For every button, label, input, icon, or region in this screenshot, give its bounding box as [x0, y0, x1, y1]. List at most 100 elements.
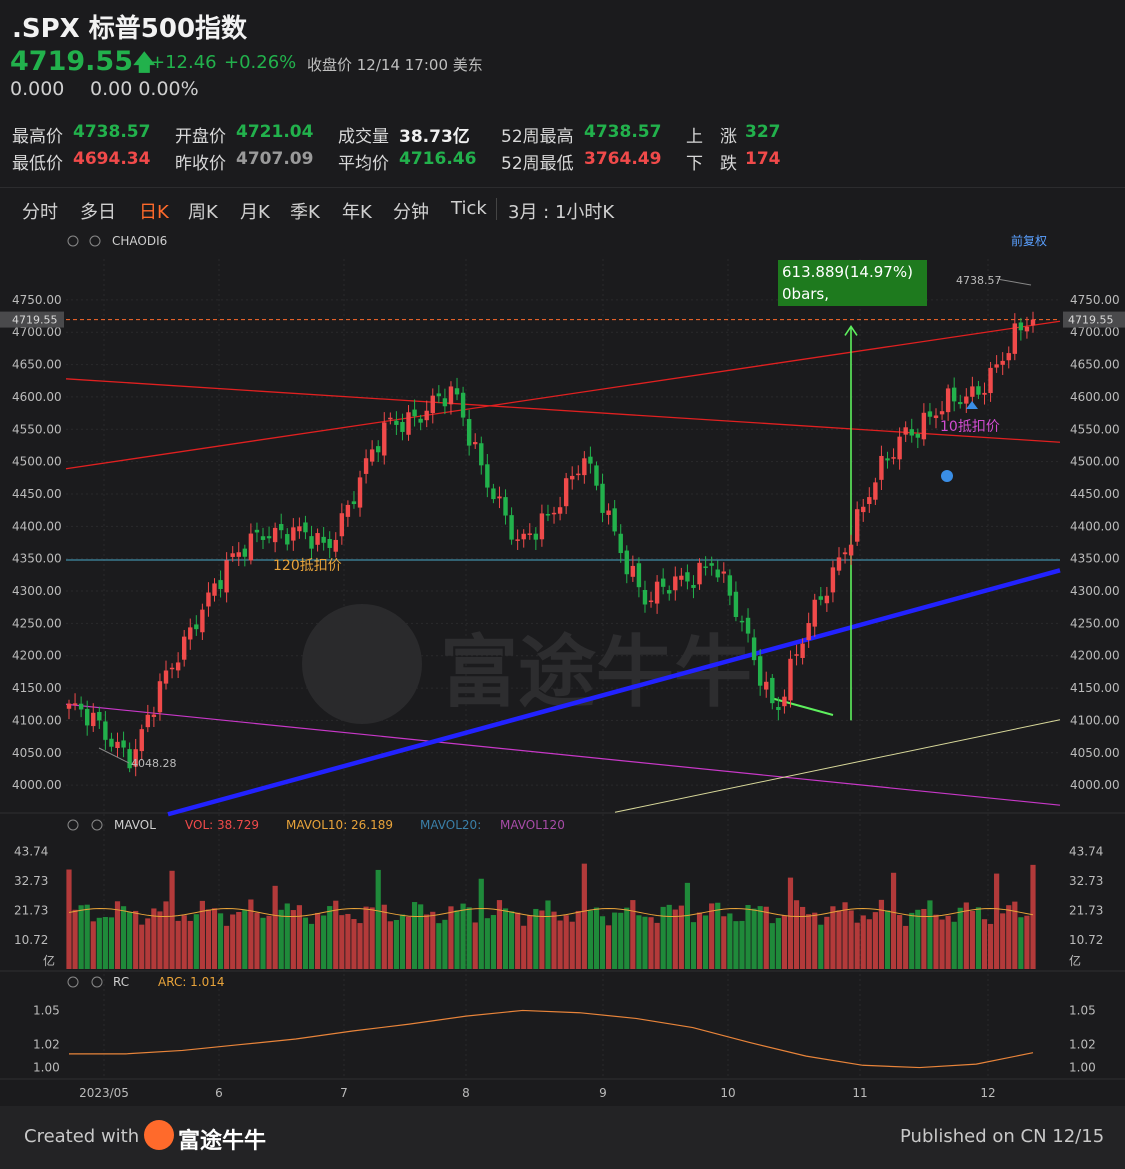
low-pointer: [98, 747, 130, 764]
candle: [127, 749, 132, 769]
volume-bar: [302, 917, 309, 969]
y-tick-label: 4450.00: [12, 487, 62, 501]
volume-bar: [381, 904, 387, 969]
volume-bar: [715, 902, 721, 969]
y-tick-label: 4100.00: [1070, 713, 1120, 727]
volume-bar: [981, 919, 988, 969]
volume-bar: [375, 869, 381, 969]
volume-bar: [854, 922, 860, 969]
volume-bar: [72, 909, 78, 969]
tab-2[interactable]: 日K: [139, 202, 169, 223]
volume-bar: [193, 914, 199, 969]
candle: [685, 572, 690, 582]
price-change: +12.46: [150, 52, 217, 73]
candle: [709, 563, 714, 566]
volume-bar: [296, 905, 302, 969]
rc-legend-name: RC: [113, 975, 129, 989]
stat-label: 最低价: [12, 154, 63, 174]
x-tick-label: 12: [980, 1086, 995, 1100]
ma10-label: 10抵扣价: [940, 419, 1000, 435]
chevron-up-icon: [941, 470, 953, 482]
measure-box: [778, 260, 927, 306]
volume-bar: [314, 912, 321, 969]
candle: [782, 696, 787, 707]
volume-bar: [78, 905, 84, 969]
volume-bar: [436, 923, 442, 969]
candle: [133, 749, 138, 767]
stat-value: 4716.46: [399, 149, 477, 169]
volume-bar: [442, 919, 448, 969]
indicator-name: CHAODI6: [112, 234, 167, 248]
candle: [970, 386, 975, 397]
volume-bar: [351, 919, 357, 969]
vol-legend-ma120: MAVOL120: [500, 818, 565, 832]
volume-bar: [769, 923, 775, 969]
y-tick-label: 4600.00: [12, 390, 62, 404]
volume-bar: [575, 910, 581, 969]
candle: [309, 536, 314, 549]
y-tick-label: 4100.00: [12, 713, 62, 727]
volume-bar: [830, 906, 836, 969]
y-tick-label: 4700.00: [12, 325, 62, 339]
volume-bar: [678, 905, 684, 969]
x-tick-label: 2023/05: [79, 1086, 129, 1100]
volume-bar: [987, 923, 994, 969]
candle: [903, 427, 908, 435]
stat-value: 38.73亿: [399, 127, 470, 147]
volume-bar: [327, 906, 333, 969]
volume-bar: [321, 915, 327, 969]
volume-bar: [933, 914, 939, 969]
stat-value: 4694.34: [73, 149, 151, 169]
main-chart[interactable]: 富途牛牛 613.889(14.97%) 0bars, 2023/05 6 7 8 9 10…: [0, 229, 1125, 1106]
candle: [818, 596, 823, 600]
candle: [115, 741, 120, 749]
candle: [885, 458, 890, 461]
volume-bar: [957, 907, 963, 969]
volume-bar: [163, 901, 169, 969]
candle: [515, 539, 520, 541]
y-tick-label: 4600.00: [1070, 390, 1120, 404]
gear-icon[interactable]: [67, 819, 79, 831]
candle: [697, 562, 702, 585]
y-tick-label: 4700.00: [1070, 325, 1120, 339]
tab-9[interactable]: 3月 : 1小时K: [508, 202, 615, 223]
tab-4[interactable]: 月K: [240, 202, 270, 223]
vol-unit: 亿: [1069, 953, 1081, 968]
volume-bar: [921, 908, 927, 969]
y-tick-label: 4350.00: [1070, 552, 1120, 566]
gear-icon[interactable]: [67, 235, 79, 247]
volume-bar: [460, 903, 466, 969]
tab-3[interactable]: 周K: [188, 202, 218, 223]
volume-bar: [824, 916, 830, 969]
gear-icon[interactable]: [67, 976, 79, 988]
volume-bar: [672, 909, 678, 969]
volume-bar: [181, 915, 187, 969]
tab-8[interactable]: Tick: [451, 198, 487, 219]
tab-0[interactable]: 分时: [22, 202, 58, 223]
candle: [78, 703, 84, 710]
close-icon[interactable]: [89, 235, 101, 247]
tab-7[interactable]: 分钟: [393, 202, 429, 223]
candle: [642, 589, 648, 605]
close-icon[interactable]: [91, 976, 103, 988]
candle: [218, 580, 223, 589]
candle: [303, 522, 308, 533]
vol-legend-name: MAVOL: [114, 818, 156, 832]
volume-bar: [175, 920, 181, 969]
measure-arrow-icon: [844, 324, 858, 336]
volume-bar: [624, 907, 630, 969]
candle: [242, 548, 248, 557]
stat-value: 3764.49: [584, 149, 662, 169]
candle: [169, 667, 175, 670]
close-icon[interactable]: [91, 819, 103, 831]
candle: [551, 512, 557, 515]
tab-6[interactable]: 年K: [342, 202, 372, 223]
published-on: Published on CN 12/15: [900, 1126, 1105, 1147]
candle: [854, 509, 860, 542]
up-arrow-icon: 🡅: [132, 51, 156, 76]
volume-bar: [812, 912, 818, 969]
rc-y-tick: 1.02: [1069, 1038, 1096, 1052]
tab-5[interactable]: 季K: [290, 202, 320, 223]
tab-1[interactable]: 多日: [80, 202, 116, 223]
candle: [509, 515, 514, 540]
